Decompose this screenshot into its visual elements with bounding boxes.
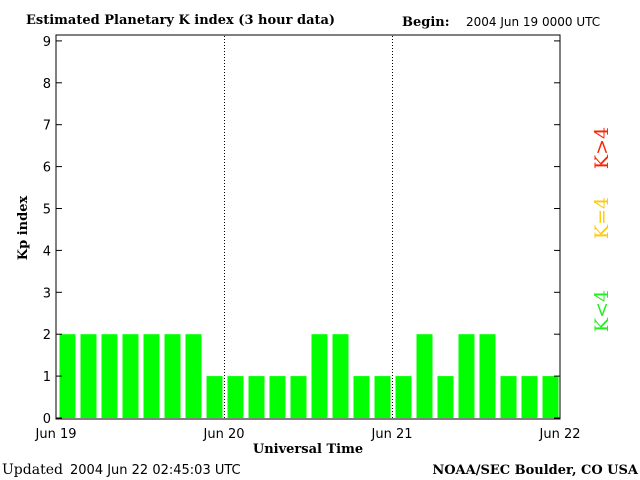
kp-bar [521,376,538,418]
kp-bar [227,376,244,418]
kp-bar [332,334,349,418]
kp-bar [80,334,97,418]
kp-bar [374,376,391,418]
chart-title: Estimated Planetary K index (3 hour data… [26,13,335,28]
source-credit: NOAA/SEC Boulder, CO USA [432,463,639,478]
kp-bar [206,376,223,418]
y-axis: 0 1 2 3 4 5 6 7 8 9 [43,35,560,427]
y-tick-label: 9 [43,35,51,50]
kp-bar [164,334,181,418]
x-tick-label: Jun 21 [371,427,413,442]
kp-bar [353,376,370,418]
y-tick-label: 6 [43,161,51,176]
legend: K<4 K=4 K>4 [591,127,613,332]
begin-label: Begin: [402,15,450,30]
legend-item: K>4 [591,127,613,169]
y-tick-label: 0 [43,412,51,427]
kp-bar [101,334,118,418]
y-axis-label: Kp index [16,196,31,261]
x-tick-label: Jun 22 [539,427,581,442]
begin-value: 2004 Jun 19 0000 UTC [466,15,600,29]
kp-bar [269,376,286,418]
updated-label: Updated [2,462,63,478]
plot-area [55,34,561,420]
x-tick-label: Jun 19 [35,427,77,442]
kp-bar [395,376,412,418]
kp-bar [122,334,139,418]
y-tick-label: 4 [43,244,51,259]
kp-bar [311,334,328,418]
x-tick-label: Jun 20 [203,427,245,442]
kp-bar [248,376,265,418]
kp-bar [416,334,433,418]
kp-bar [290,376,307,418]
y-tick-label: 8 [43,77,51,92]
y-tick-label: 5 [43,203,51,218]
y-tick-label: 2 [43,328,51,343]
kp-bar [542,376,559,418]
x-axis: Jun 19 Jun 20 Jun 21 Jun 22 [35,427,581,442]
legend-item: K<4 [591,290,613,332]
x-axis-label: Universal Time [253,442,363,457]
y-tick-label: 7 [43,119,51,134]
kp-bar [500,376,517,418]
bars-group [59,334,559,418]
updated-value: 2004 Jun 22 02:45:03 UTC [70,463,241,478]
kp-bar [143,334,160,418]
kp-bar [479,334,496,418]
legend-item: K=4 [591,197,613,239]
kp-bar [458,334,475,418]
kp-bar [185,334,202,418]
kp-bar [437,376,454,418]
y-tick-label: 1 [43,370,51,385]
kp-bar [59,334,76,418]
y-tick-label: 3 [43,286,51,301]
